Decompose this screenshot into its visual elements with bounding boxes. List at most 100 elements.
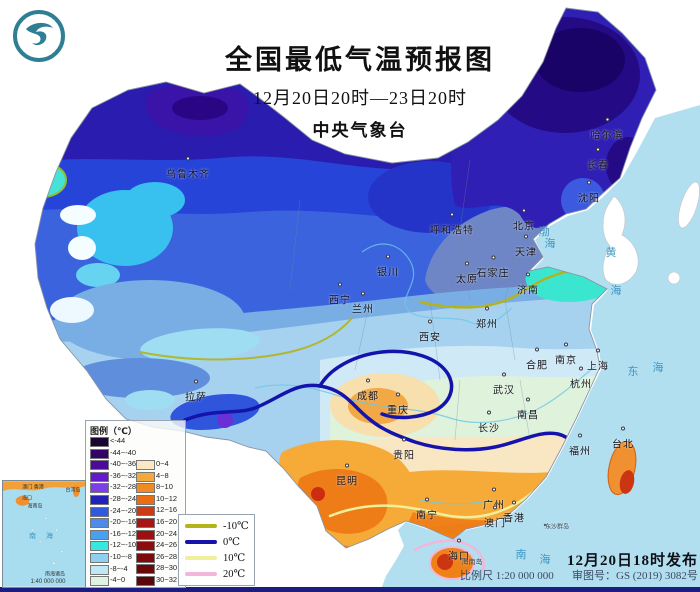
legend-color-swatch	[90, 518, 109, 529]
legend-entry-label: 30~32	[156, 575, 178, 584]
city-label: 西安	[419, 319, 441, 344]
legend-title: 图例（℃）	[90, 426, 137, 436]
legend-entry-label: 24~26	[156, 540, 178, 550]
city-label: 昆明	[336, 463, 358, 488]
city-label: 南京	[555, 342, 577, 367]
legend-entry-label: -20~-16	[110, 517, 137, 527]
legend-entry-label: -36~-32	[110, 470, 137, 480]
isotherm-0c-line	[183, 383, 575, 454]
city-label: 兰州	[352, 291, 374, 316]
city-label: 南昌	[517, 397, 539, 422]
city-label: 太原	[456, 261, 478, 286]
legend-color-swatch	[90, 576, 109, 587]
city-marker-dot	[535, 347, 539, 352]
legend-color-swatch	[90, 529, 109, 540]
city-label: 贵阳	[393, 437, 415, 462]
city-marker-dot	[402, 437, 406, 442]
city-label: 重庆	[387, 392, 409, 417]
isotherm-line-swatch	[185, 540, 217, 544]
legend-entry-label: -40~-36	[110, 459, 137, 469]
city-marker-dot	[457, 538, 461, 543]
city-label: 澳门	[484, 505, 506, 530]
legend-color-swatch	[90, 448, 109, 459]
city-marker-dot	[564, 342, 568, 347]
isotherm-legend-entry: 10℃	[185, 552, 248, 564]
china-border	[34, 7, 657, 549]
island-name-label: 东沙群岛	[544, 524, 570, 531]
city-label: 北京	[513, 208, 535, 233]
city-label: 西宁	[329, 282, 351, 307]
legend-entry-label: -16~-12	[110, 528, 137, 538]
inset-label: 海口	[21, 495, 33, 502]
japan-island-south	[667, 271, 681, 285]
city-marker-dot	[522, 208, 526, 213]
forecast-period: 12月20日20时—23日20时	[253, 88, 467, 108]
sea-name-label: 海	[652, 362, 664, 374]
isotherm-line-label: 0℃	[223, 537, 240, 548]
city-label: 沈阳	[578, 180, 600, 205]
page-title: 全国最低气温预报图	[225, 45, 495, 75]
legend-color-swatch	[90, 471, 109, 482]
map-title-block: 全国最低气温预报图 12月20日20时—23日20时 中央气象台	[225, 38, 495, 141]
inset-label: 南海诸岛	[44, 571, 66, 578]
city-label: 长春	[587, 147, 609, 172]
city-marker-dot	[338, 282, 342, 287]
legend-color-swatch	[136, 483, 155, 494]
city-label: 杭州	[570, 366, 592, 391]
city-marker-dot	[345, 463, 349, 468]
city-marker-dot	[579, 366, 583, 371]
city-marker-dot	[386, 254, 390, 259]
temperature-legend: 图例（℃） <-44 -44~-40 -40~-36 -36~-32 -32~-28 -2…	[85, 420, 186, 588]
inset-label: 南 海	[29, 533, 57, 540]
isotherm-legend-entry: 20℃	[185, 568, 248, 580]
inset-label: 澳门 香港	[22, 484, 44, 491]
city-marker-dot	[491, 255, 495, 260]
island-name-label: 海南岛	[461, 559, 483, 566]
city-marker-dot	[512, 500, 516, 505]
legend-color-swatch	[136, 552, 155, 563]
south-china-sea-inset: 澳门 香港 台湾岛 海口 海南岛南 海南海诸岛 1:40 000 000	[2, 480, 86, 588]
city-marker-dot	[605, 117, 609, 122]
legend-entry-label: 10~12	[156, 493, 178, 503]
legend-entry-label: -32~-28	[110, 482, 137, 492]
city-marker-dot	[366, 378, 370, 383]
legend-entry-label: 4~8	[156, 470, 169, 480]
city-label: 武汉	[493, 372, 515, 397]
legend-entry-label: -12~-10	[110, 540, 137, 550]
city-marker-dot	[596, 147, 600, 152]
legend-color-swatch	[90, 564, 109, 575]
legend-color-swatch	[136, 564, 155, 575]
city-label: 海口	[448, 538, 470, 563]
city-marker-dot	[578, 433, 582, 438]
legend-entry-label: 26~28	[156, 551, 178, 561]
city-marker-dot	[428, 319, 432, 324]
legend-entry-label: <-44	[110, 436, 126, 445]
city-label: 台北	[612, 426, 634, 451]
legend-color-swatch	[136, 576, 155, 586]
legend-color-swatch	[136, 518, 155, 528]
city-label: 南宁	[416, 497, 438, 522]
legend-entry-label: 8~10	[156, 482, 173, 492]
isotherm-line-swatch	[185, 524, 217, 528]
city-label: 香港	[503, 500, 525, 525]
publish-time: 12月20日18时发布	[567, 553, 699, 569]
city-marker-dot	[396, 392, 400, 397]
legend-color-swatch	[136, 471, 155, 482]
legend-color-swatch	[90, 483, 109, 494]
legend-color-swatch	[90, 460, 109, 471]
city-marker-dot	[194, 379, 198, 384]
legend-entry-label: 20~24	[156, 528, 178, 538]
city-marker-dot	[596, 348, 600, 353]
isotherm-legend: -10℃ 0℃ 10℃ 20℃	[178, 514, 255, 586]
legend-color-swatch	[136, 541, 155, 552]
dongsha-islands-dot	[543, 523, 547, 527]
city-marker-dot	[587, 180, 591, 185]
legend-color-swatch	[90, 553, 109, 563]
legend-color-swatch	[90, 506, 109, 517]
legend-entry-label: -24~-20	[110, 505, 137, 515]
isotherm-legend-entry: -10℃	[185, 520, 249, 532]
city-label: 拉萨	[185, 379, 207, 404]
legend-entry-label: -8~-4	[110, 563, 128, 573]
legend-entry-label: -28~-24	[110, 494, 137, 503]
